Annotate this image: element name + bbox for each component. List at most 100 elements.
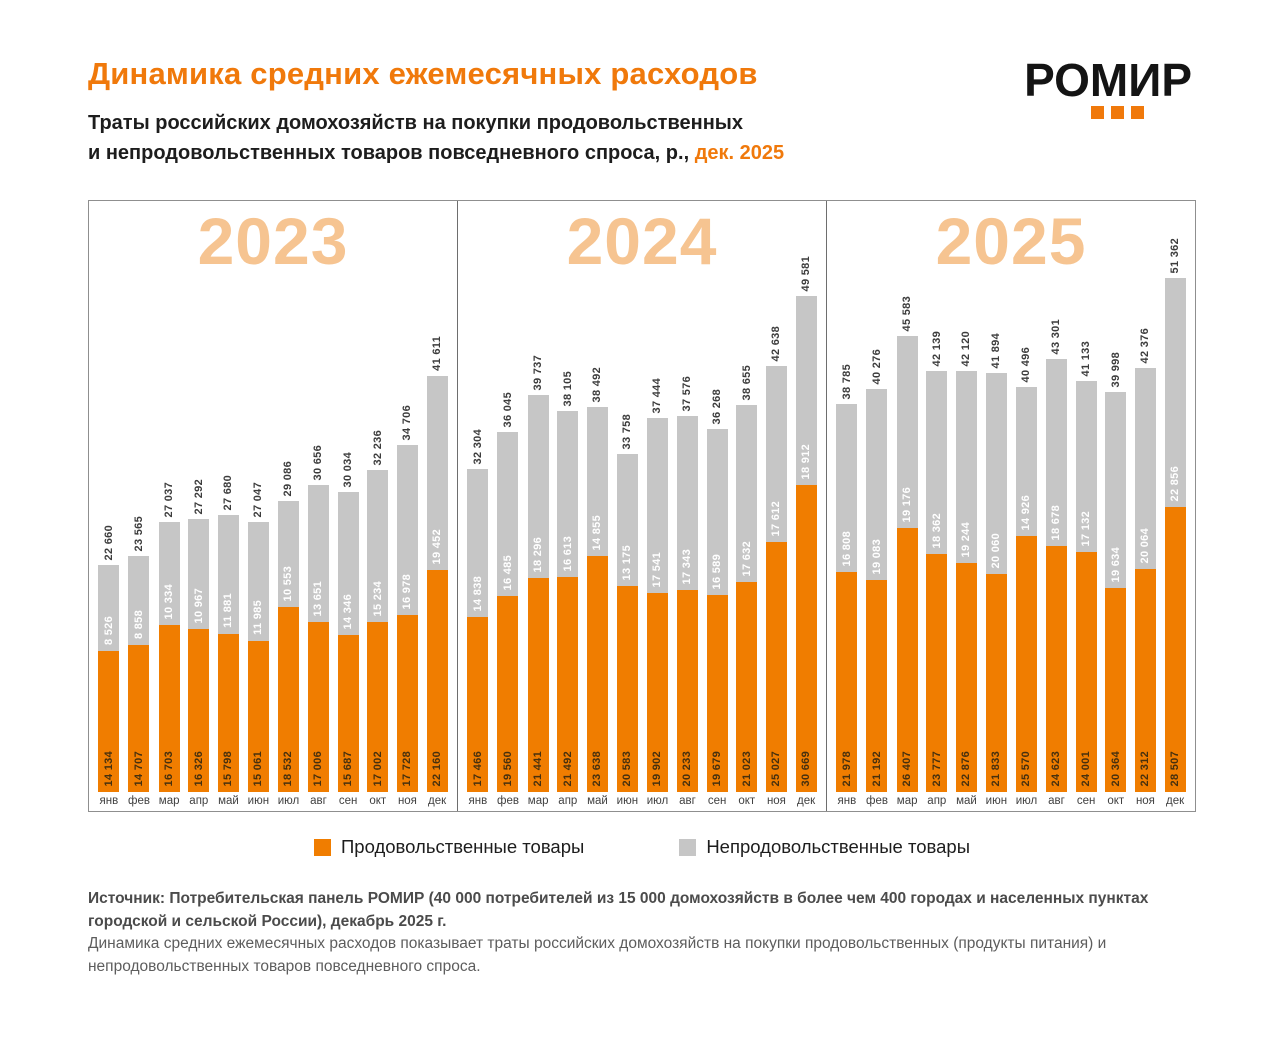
stacked-bar: 34 706 16 978 17 728 (396, 405, 418, 792)
page-title: Динамика средних ежемесячных расходов (88, 56, 758, 91)
food-value-label: 16 703 (163, 750, 176, 786)
total-value-label: 23 565 (132, 515, 145, 551)
food-segment (1164, 507, 1186, 792)
month-label: мар (896, 795, 918, 807)
food-value-label: 23 777 (930, 750, 943, 786)
food-swatch-icon (313, 838, 331, 856)
bar-cell-2023-апр: 27 292 10 967 16 326 апр (188, 479, 210, 809)
bar-cell-2023-июл: 29 086 10 553 18 532 июл (278, 461, 300, 809)
bar-cell-2025-янв: 38 785 16 808 21 978 янв (836, 364, 858, 809)
total-value-label: 40 276 (870, 348, 883, 384)
month-label: июн (247, 795, 270, 807)
food-value-label: 24 001 (1080, 750, 1093, 786)
total-value-label: 42 139 (930, 330, 943, 366)
bar-cell-2025-мар: 45 583 19 176 26 407 мар (896, 296, 918, 809)
legend: Продовольственные товары Непродовольстве… (88, 836, 1196, 858)
food-value-label: 14 707 (132, 750, 145, 786)
month-label: ноя (1135, 795, 1155, 807)
stacked-bar: 32 236 15 234 17 002 (367, 430, 389, 792)
stacked-bar: 42 376 20 064 22 312 (1134, 328, 1156, 792)
food-segment (158, 625, 180, 792)
nonfood-value-label: 16 589 (711, 553, 724, 589)
nonfood-value-label: 17 612 (770, 500, 783, 536)
stacked-bar: 36 045 16 485 19 560 (497, 392, 519, 792)
food-value-label: 21 441 (532, 750, 545, 786)
bar-cell-2025-фев: 40 276 19 083 21 192 фев (866, 349, 888, 809)
total-value-label: 36 045 (501, 391, 514, 427)
bars-row: 22 660 8 526 14 134 янв 23 565 8 858 14 707 фев… (94, 336, 452, 809)
food-segment (247, 641, 269, 792)
month-label: окт (369, 795, 387, 807)
food-value-label: 17 006 (312, 750, 325, 786)
total-value-label: 27 680 (222, 474, 235, 510)
nonfood-value-label: 8 858 (132, 609, 145, 639)
total-value-label: 38 105 (561, 370, 574, 406)
subtitle-line2: и непродовольственных товаров повседневн… (88, 142, 785, 164)
month-label: фев (866, 795, 888, 807)
food-segment (188, 629, 210, 792)
total-value-label: 45 583 (901, 295, 914, 331)
bar-cell-2025-июн: 41 894 20 060 21 833 июн (986, 333, 1007, 809)
nonfood-value-label: 15 234 (371, 580, 384, 616)
bar-cell-2024-мар: 39 737 18 296 21 441 мар (527, 355, 549, 809)
month-label: фев (497, 795, 519, 807)
total-value-label: 27 037 (163, 481, 176, 517)
stacked-bar: 38 785 16 808 21 978 (836, 364, 858, 792)
total-value-label: 42 120 (960, 330, 973, 366)
food-segment (307, 622, 329, 792)
stacked-bar: 37 444 17 541 19 902 (646, 378, 668, 792)
stacked-bar: 38 105 16 613 21 492 (557, 371, 579, 792)
stacked-bar: 38 655 17 632 21 023 (736, 365, 758, 792)
nonfood-value-label: 20 060 (990, 532, 1003, 568)
nonfood-value-label: 14 926 (1020, 494, 1033, 530)
food-segment (367, 622, 389, 792)
total-value-label: 27 047 (252, 481, 265, 517)
month-label: окт (1107, 795, 1125, 807)
stacked-bar: 33 758 13 175 20 583 (616, 414, 638, 792)
bar-cell-2024-дек: 49 581 18 912 30 669 дек (795, 256, 817, 809)
total-value-label: 43 301 (1050, 318, 1063, 354)
total-value-label: 30 656 (312, 444, 325, 480)
food-value-label: 21 833 (990, 750, 1003, 786)
stacked-bar: 41 133 17 132 24 001 (1075, 341, 1097, 792)
stacked-bar: 43 301 18 678 24 623 (1045, 319, 1067, 792)
stacked-bar: 23 565 8 858 14 707 (128, 516, 150, 792)
source-bold: Источник: Потребительская панель РОМИР (… (88, 890, 1149, 930)
food-segment (676, 590, 698, 792)
nonfood-value-label: 14 838 (471, 575, 484, 611)
nonfood-value-label: 13 175 (621, 544, 634, 580)
total-value-label: 42 376 (1139, 327, 1152, 363)
food-segment (646, 593, 668, 792)
food-segment (866, 580, 888, 792)
total-value-label: 37 576 (681, 375, 694, 411)
total-value-label: 33 758 (621, 413, 634, 449)
bar-cell-2023-фев: 23 565 8 858 14 707 фев (128, 516, 150, 809)
month-label: июл (1015, 795, 1038, 807)
food-value-label: 20 583 (621, 750, 634, 786)
month-label: дек (1166, 795, 1185, 807)
nonfood-value-label: 17 541 (651, 551, 664, 587)
romir-logo-text: РОМИР (1024, 54, 1192, 106)
nonfood-value-label: 19 452 (431, 528, 444, 564)
food-value-label: 20 233 (681, 750, 694, 786)
stacked-bar: 30 034 14 346 15 687 (337, 452, 359, 792)
year-watermark: 2023 (197, 204, 349, 278)
total-value-label: 37 444 (651, 377, 664, 413)
romir-logo: РОМИР (1024, 54, 1192, 119)
bar-cell-2023-май: 27 680 11 881 15 798 май (217, 475, 239, 809)
food-segment (557, 577, 579, 792)
stacked-bar: 42 120 19 244 22 876 (955, 331, 977, 792)
bars-row: 38 785 16 808 21 978 янв 40 276 19 083 21 192 ф… (832, 238, 1190, 809)
bar-cell-2024-июн: 33 758 13 175 20 583 июн (616, 414, 639, 809)
bar-cell-2023-янв: 22 660 8 526 14 134 янв (98, 525, 120, 809)
food-segment (836, 572, 858, 792)
bar-cell-2025-окт: 39 998 19 634 20 364 окт (1105, 352, 1127, 809)
bar-cell-2024-май: 38 492 14 855 23 638 май (586, 367, 608, 809)
total-value-label: 49 581 (800, 255, 813, 291)
legend-item-nonfood: Непродовольственные товары (679, 836, 970, 858)
food-segment (706, 595, 728, 792)
month-label: июн (616, 795, 639, 807)
bar-cell-2025-июл: 40 496 14 926 25 570 июл (1015, 347, 1038, 809)
nonfood-value-label: 10 967 (192, 587, 205, 623)
